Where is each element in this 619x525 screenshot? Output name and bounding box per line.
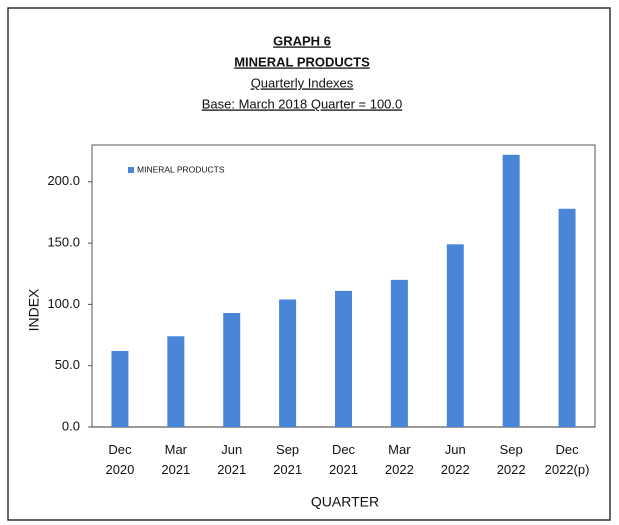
x-tick-label: Mar 2021	[161, 442, 191, 477]
outer-frame	[7, 7, 611, 521]
bar	[446, 244, 464, 427]
legend-swatch	[128, 167, 134, 173]
bar	[502, 154, 520, 427]
x-tick-label: Sep 2021	[273, 442, 303, 477]
x-tick-label: Sep 2022	[496, 442, 526, 477]
bar	[167, 336, 185, 427]
bar	[223, 312, 241, 427]
legend-label: MINERAL PRODUCTS	[137, 164, 225, 174]
x-tick-label: Mar 2022	[384, 442, 414, 477]
y-tick-label: 100.0	[47, 296, 80, 311]
chart-subtitle: Base: March 2018 Quarter = 100.0	[202, 96, 403, 111]
x-tick-label: Dec 2020	[105, 442, 135, 477]
chart-title: MINERAL PRODUCTS	[234, 54, 370, 69]
bar	[279, 299, 297, 427]
x-tick-label: Jun 2021	[217, 442, 247, 477]
chart-title: GRAPH 6	[273, 33, 331, 48]
bar	[390, 279, 408, 427]
bar	[111, 350, 129, 427]
x-tick-label: Dec 2022(p)	[544, 442, 590, 477]
y-tick-label: 150.0	[47, 235, 80, 250]
x-tick-label: Jun 2022	[440, 442, 470, 477]
y-tick-label: 50.0	[55, 357, 80, 372]
x-tick-label: Dec 2021	[329, 442, 358, 477]
bar	[558, 208, 576, 427]
bar	[335, 290, 352, 427]
y-tick-label: 200.0	[47, 173, 80, 188]
chart-subtitle: Quarterly Indexes	[251, 75, 354, 90]
y-tick-label: 0.0	[62, 418, 80, 433]
y-axis-label: INDEX	[26, 288, 42, 331]
x-axis-label: QUARTER	[311, 494, 379, 510]
